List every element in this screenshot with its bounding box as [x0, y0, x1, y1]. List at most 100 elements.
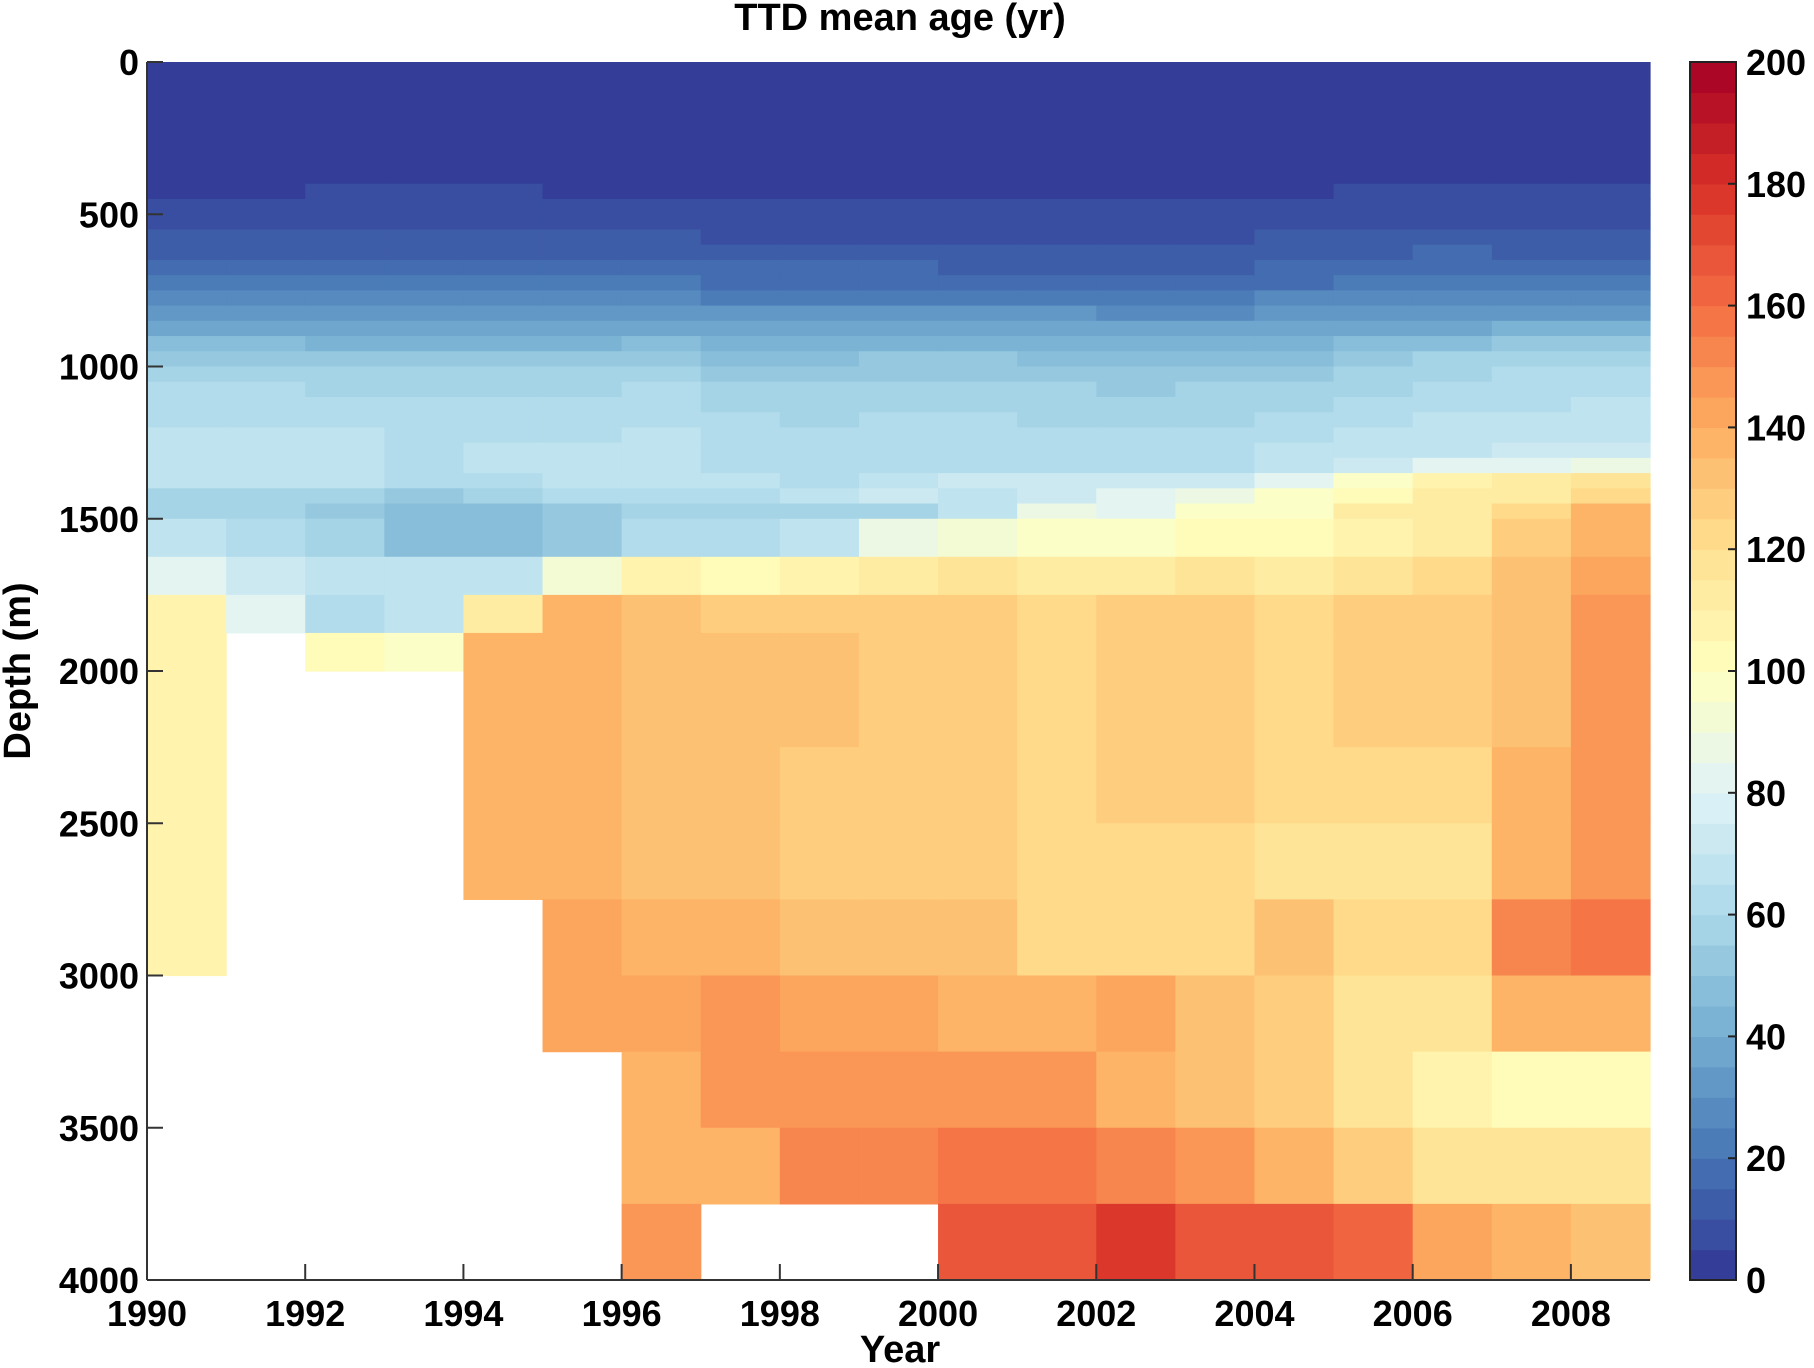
heatmap-cell [938, 823, 1018, 900]
colorbar-level [1690, 792, 1736, 824]
heatmap-cell [1491, 457, 1572, 474]
heatmap-cell [1570, 275, 1651, 291]
heatmap-cell [384, 503, 465, 520]
heatmap-cell [1491, 275, 1572, 291]
heatmap-cell [938, 290, 1018, 307]
heatmap-cell [1254, 975, 1335, 1053]
heatmap-cell [384, 488, 465, 505]
heatmap-cell [1412, 244, 1493, 261]
colorbar-level [1690, 549, 1736, 581]
heatmap-cell [1412, 275, 1493, 291]
heatmap-cell [938, 488, 1018, 505]
heatmap-cell [305, 396, 385, 413]
heatmap-cell [938, 1203, 1018, 1281]
heatmap-cell [226, 503, 306, 520]
heatmap-cell [1412, 503, 1493, 520]
heatmap-cell [1254, 1051, 1335, 1129]
heatmap-cell [779, 183, 860, 200]
heatmap-cell [858, 320, 939, 337]
heatmap-cell [1254, 305, 1335, 322]
heatmap-cell [1570, 290, 1651, 307]
heatmap-cell [779, 457, 860, 474]
heatmap-cell [1096, 229, 1176, 246]
heatmap-cell [1491, 632, 1572, 672]
heatmap-cell [1491, 259, 1572, 276]
heatmap-cell [1017, 671, 1097, 748]
heatmap-cell [1096, 244, 1176, 261]
heatmap-cell [858, 381, 939, 398]
heatmap-cell [1333, 275, 1414, 291]
y-tick-label: 4000 [59, 1260, 139, 1301]
heatmap-cell [938, 244, 1018, 261]
heatmap-cell [1333, 556, 1414, 596]
heatmap-cell [858, 244, 939, 261]
heatmap-cell [147, 594, 227, 634]
heatmap-cell [700, 427, 781, 444]
heatmap-cell [700, 899, 781, 977]
heatmap-cell [305, 183, 385, 200]
heatmap-cell [1017, 259, 1097, 276]
heatmap-cell [621, 747, 702, 824]
colorbar-level [1690, 62, 1736, 94]
heatmap-cell [305, 229, 385, 246]
heatmap-cell [1491, 336, 1572, 352]
heatmap-cell [1491, 503, 1572, 520]
x-axis-ticks: 1990 1992 1994 1996 1998 2000 2002 2004 2006 2008 [107, 1264, 1611, 1334]
heatmap-cell [1175, 518, 1256, 558]
x-tick-label: 1996 [582, 1293, 662, 1334]
heatmap-cell [384, 290, 465, 307]
heatmap-cell [1491, 229, 1572, 246]
heatmap-cell [147, 320, 227, 337]
heatmap-cell [1175, 259, 1256, 276]
colorbar-level [1690, 275, 1736, 307]
heatmap-cell [700, 503, 781, 520]
heatmap-cell [463, 427, 544, 444]
heatmap-cell [1254, 503, 1335, 520]
heatmap-cell [1254, 214, 1335, 231]
heatmap-cell [1254, 747, 1335, 824]
heatmap-cell [779, 556, 860, 596]
heatmap-cell [621, 503, 702, 520]
heatmap-cell [700, 473, 781, 489]
heatmap-cell [621, 183, 702, 200]
heatmap-cell [1017, 975, 1097, 1053]
heatmap-cell [226, 366, 306, 383]
heatmap-cell [463, 823, 544, 900]
colorbar-level [1690, 671, 1736, 703]
heatmap-cell [858, 503, 939, 520]
heatmap-cell [1017, 1127, 1097, 1205]
heatmap-cell [1017, 290, 1097, 307]
colorbar-level [1690, 1127, 1736, 1159]
heatmap-cell [1412, 199, 1493, 215]
heatmap-cell [700, 320, 781, 337]
y-tick-label: 3000 [59, 956, 139, 997]
heatmap-cell [542, 556, 623, 596]
heatmap-cell [1570, 214, 1651, 231]
heatmap-cell [1096, 412, 1176, 428]
heatmap-cell [938, 457, 1018, 474]
heatmap-cell [858, 275, 939, 291]
heatmap-cell [938, 366, 1018, 383]
colorbar-level [1690, 1219, 1736, 1251]
colorbar-level [1690, 336, 1736, 368]
heatmap-cell [779, 366, 860, 383]
heatmap-cell [621, 62, 702, 185]
heatmap-cell [226, 275, 306, 291]
heatmap-cell [1570, 473, 1651, 489]
heatmap-cell [1017, 1203, 1097, 1281]
colorbar-level [1690, 1188, 1736, 1220]
colorbar-level [1690, 518, 1736, 550]
heatmap-cell [226, 259, 306, 276]
colorbar-level [1690, 183, 1736, 215]
heatmap-cell [858, 229, 939, 246]
colorbar-level [1690, 366, 1736, 398]
colorbar-level [1690, 92, 1736, 124]
heatmap-cell [463, 366, 544, 383]
heatmap-cell [1491, 899, 1572, 977]
heatmap-cell [542, 366, 623, 383]
heatmap-cell [1175, 214, 1256, 231]
heatmap-cell [147, 351, 227, 368]
heatmap-cell [305, 351, 385, 368]
heatmap-cell [1254, 1127, 1335, 1205]
heatmap-cell [463, 229, 544, 246]
